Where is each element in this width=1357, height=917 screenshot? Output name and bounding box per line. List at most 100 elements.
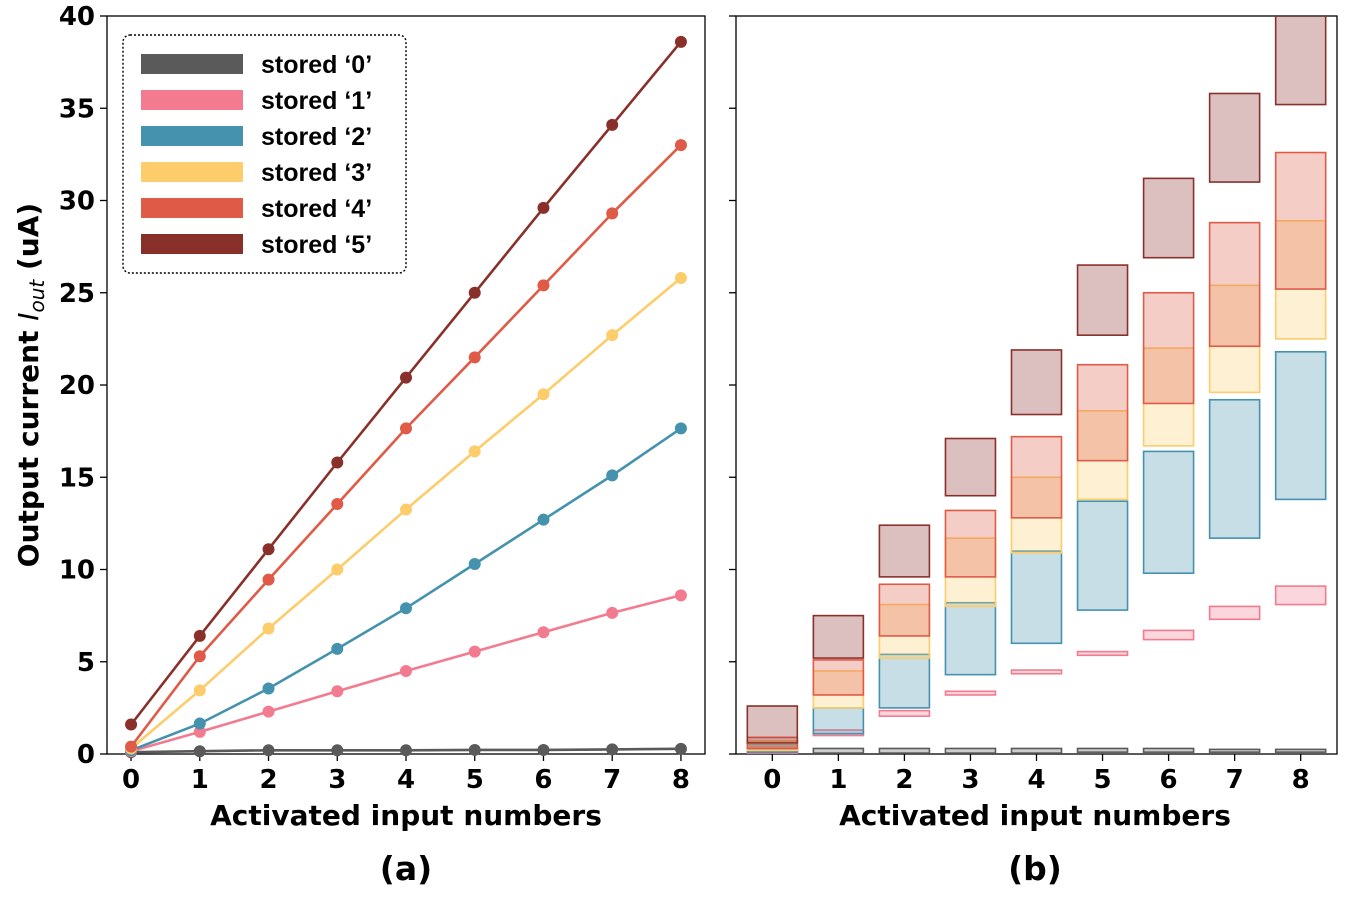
range-series-stored-0 [746, 747, 1327, 754]
panel-b-x-tick-label: 0 [763, 765, 781, 795]
panel-a-y-tick-label: 5 [77, 648, 95, 678]
range-series-stored-2 [746, 350, 1327, 753]
panel-b-boxes [746, 16, 1327, 754]
legend-label: stored ‘5’ [261, 231, 372, 259]
data-point [674, 271, 687, 284]
range-box [1142, 629, 1195, 641]
range-box [1010, 435, 1063, 519]
panel-b-y-ticks [729, 15, 736, 755]
panel-a-x-tick-label: 1 [191, 765, 209, 795]
range-box [1274, 748, 1327, 753]
legend-swatch [141, 198, 243, 218]
panel-b-x-tick-label: 3 [961, 765, 979, 795]
data-point [193, 725, 206, 738]
range-box [1010, 550, 1063, 645]
range-box [1142, 291, 1195, 405]
panel-b-x-tick-label: 7 [1226, 765, 1244, 795]
data-point [193, 745, 206, 758]
data-point [606, 118, 619, 131]
data-point [606, 743, 619, 756]
panel-b-x-tick-label: 2 [895, 765, 913, 795]
data-point [400, 503, 412, 516]
range-box [1010, 476, 1063, 554]
data-point [606, 329, 619, 342]
data-point [468, 743, 481, 756]
data-point [468, 445, 481, 458]
range-box [1076, 650, 1129, 657]
range-box [1076, 363, 1129, 462]
data-point [537, 743, 550, 756]
data-point [331, 563, 344, 576]
range-box [1274, 219, 1327, 340]
range-box [878, 603, 931, 659]
range-box [1208, 748, 1261, 753]
range-box [1076, 747, 1129, 753]
data-point [262, 705, 275, 718]
legend-item-stored-3: stored ‘3’ [141, 159, 372, 187]
data-point [262, 682, 275, 695]
range-box [878, 653, 931, 709]
range-series-stored-4 [746, 151, 1327, 750]
series-stored-0 [125, 742, 687, 759]
range-box [746, 705, 799, 744]
range-box [878, 524, 931, 578]
data-point [400, 744, 412, 757]
panel-a-y-tick-label: 15 [59, 463, 95, 493]
panel-a-y-tick-label: 10 [59, 556, 95, 586]
data-point [468, 645, 481, 658]
range-box [812, 659, 865, 696]
panel-a-x-tick-label: 3 [328, 765, 346, 795]
panel-b-caption: (b) [1008, 849, 1062, 888]
panel-a-x-tick-label: 2 [259, 765, 277, 795]
panel-b: 0 1 2 3 4 5 6 7 8 Activated input numbers (b) [729, 15, 1338, 888]
data-point [400, 422, 412, 435]
range-box [812, 747, 865, 754]
series-line [130, 427, 682, 752]
legend-label: stored ‘0’ [261, 51, 372, 79]
data-point [331, 642, 344, 655]
panel-a-y-tick-label: 20 [59, 371, 95, 401]
panel-b-x-tick-label: 6 [1160, 765, 1178, 795]
legend-item-stored-1: stored ‘1’ [141, 87, 372, 115]
data-point [674, 589, 687, 602]
range-box [1208, 605, 1261, 621]
panel-a-y-axis-label: Output current Iout (uA) [12, 203, 49, 567]
data-point [606, 606, 619, 619]
range-box [1076, 410, 1129, 501]
data-point [468, 351, 481, 364]
panel-a-x-tick-label: 4 [397, 765, 415, 795]
data-point [193, 629, 206, 642]
data-point [537, 626, 550, 639]
data-point [331, 744, 344, 757]
panel-a-x-tick-label: 7 [603, 765, 621, 795]
range-box [878, 583, 931, 637]
data-point [331, 685, 344, 698]
data-point [674, 139, 687, 152]
data-point [400, 602, 412, 615]
panel-a-series [125, 35, 687, 759]
series-stored-3 [125, 271, 687, 755]
panel-a-y-tick-label: 40 [59, 2, 95, 32]
panel-b-plot-area [746, 16, 1327, 754]
data-point [400, 371, 412, 384]
panel-b-x-axis-label: Activated input numbers [839, 799, 1231, 832]
legend-item-stored-2: stored ‘2’ [141, 123, 372, 151]
data-point [262, 543, 275, 556]
data-point [674, 422, 687, 435]
data-point [606, 469, 619, 482]
panel-a-y-tick-label: 0 [77, 740, 95, 770]
series-stored-2 [125, 422, 687, 757]
range-box [1208, 398, 1261, 539]
range-box [1274, 350, 1327, 501]
data-point [606, 207, 619, 220]
legend-item-stored-5: stored ‘5’ [141, 231, 372, 259]
range-box [944, 747, 997, 754]
range-box [878, 709, 931, 717]
data-point [262, 622, 275, 635]
series-stored-1 [125, 589, 687, 758]
range-box [812, 707, 865, 735]
range-box [1076, 264, 1129, 336]
range-box [1208, 221, 1261, 348]
panel-a-x-ticks: 0 1 2 3 4 5 6 7 8 [122, 754, 690, 795]
data-point [193, 684, 206, 697]
